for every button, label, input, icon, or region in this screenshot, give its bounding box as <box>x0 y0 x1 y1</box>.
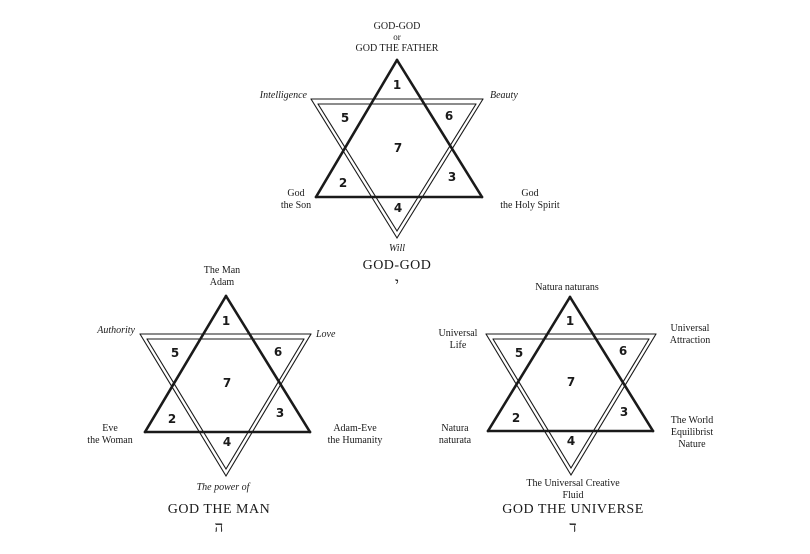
hebrew-letter-dalet: ד <box>569 518 576 536</box>
lower-left-label-2: naturata <box>439 435 472 446</box>
star-lines <box>310 58 484 239</box>
top-label-line-3: GOD THE FATHER <box>356 43 439 54</box>
top-label-line-1: GOD-GOD <box>374 21 421 32</box>
point-3: 3 <box>276 406 284 420</box>
upper-right-label: Beauty <box>490 90 518 101</box>
point-4: 4 <box>394 201 402 215</box>
upper-right-label: Love <box>315 329 336 340</box>
upper-left-label: Authority <box>96 325 135 336</box>
upper-left-label-2: Life <box>450 340 467 351</box>
upper-left-label: Intelligence <box>259 90 308 101</box>
star-god-the-father: GOD-GOD or GOD THE FATHER 1 5 6 7 2 3 4 … <box>259 21 560 292</box>
lower-left-label-2: the Son <box>281 200 311 211</box>
diagram-title: GOD THE MAN <box>168 502 270 517</box>
star-lines <box>485 295 657 476</box>
point-3: 3 <box>448 170 456 184</box>
star-lines <box>139 294 312 477</box>
lower-right-label-2: the Holy Spirit <box>500 200 560 211</box>
bottom-label-2: Fluid <box>562 490 583 501</box>
lower-right-label-1: The World <box>671 415 714 426</box>
point-7: 7 <box>394 141 402 155</box>
point-2: 2 <box>168 412 176 426</box>
star-god-the-universe: Natura naturans 1 5 6 7 2 3 4 Universal … <box>439 282 714 536</box>
point-6: 6 <box>445 109 453 123</box>
lower-right-label-2: Equilibrist <box>671 427 713 438</box>
point-7: 7 <box>567 375 575 389</box>
upper-right-label-2: Attraction <box>670 335 711 346</box>
point-2: 2 <box>512 411 520 425</box>
top-label-line-1: The Man <box>204 265 240 276</box>
lower-left-label-1: Eve <box>102 423 118 434</box>
point-5: 5 <box>515 346 523 360</box>
lower-left-label-1: God <box>287 188 304 199</box>
diagram-title: GOD-GOD <box>363 258 432 273</box>
lower-right-label-1: Adam-Eve <box>333 423 377 434</box>
point-4: 4 <box>567 434 575 448</box>
bottom-label: Will <box>389 243 405 254</box>
top-label-line-1: Natura naturans <box>535 282 599 293</box>
bottom-label: The power of <box>197 482 251 493</box>
hebrew-letter-he: ה <box>215 518 224 536</box>
star-god-the-man: The Man Adam 1 5 6 7 2 3 4 Authority Lov… <box>87 265 382 536</box>
point-5: 5 <box>341 111 349 125</box>
point-7: 7 <box>223 376 231 390</box>
lower-right-label-3: Nature <box>678 439 706 450</box>
point-2: 2 <box>339 176 347 190</box>
hebrew-letter-yod: י <box>395 274 399 292</box>
top-label-line-2: Adam <box>210 277 235 288</box>
upper-right-label-1: Universal <box>671 323 710 334</box>
lower-left-label-2: the Woman <box>87 435 132 446</box>
top-label-line-2: or <box>393 32 401 42</box>
point-3: 3 <box>620 405 628 419</box>
point-1: 1 <box>566 314 574 328</box>
lower-right-label-1: God <box>521 188 538 199</box>
point-1: 1 <box>393 78 401 92</box>
lower-right-label-2: the Humanity <box>328 435 383 446</box>
diagram-title: GOD THE UNIVERSE <box>502 502 644 517</box>
point-4: 4 <box>223 435 231 449</box>
point-6: 6 <box>619 344 627 358</box>
upper-left-label-1: Universal <box>439 328 478 339</box>
point-1: 1 <box>222 314 230 328</box>
bottom-label-1: The Universal Creative <box>526 478 620 489</box>
point-6: 6 <box>274 345 282 359</box>
lower-left-label-1: Natura <box>441 423 469 434</box>
point-5: 5 <box>171 346 179 360</box>
